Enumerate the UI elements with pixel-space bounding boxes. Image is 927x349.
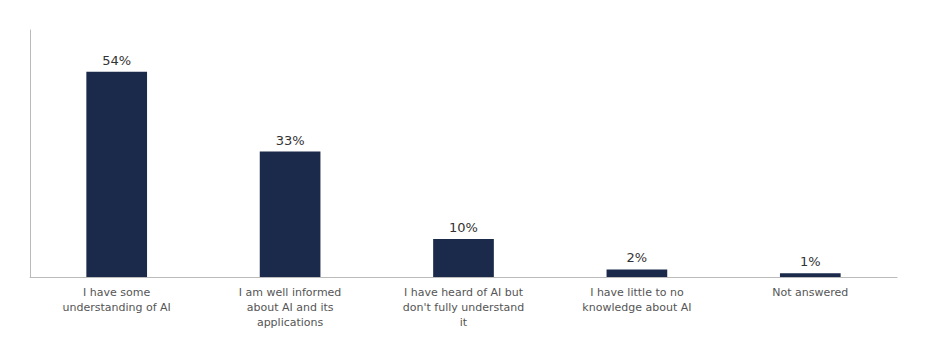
svg-text:2%: 2%: [627, 250, 648, 265]
svg-text:I have some: I have some: [83, 286, 150, 299]
svg-text:I have heard of AI but: I have heard of AI but: [404, 286, 524, 299]
svg-text:applications: applications: [257, 316, 324, 329]
svg-text:understanding of AI: understanding of AI: [63, 301, 171, 314]
svg-text:Not answered: Not answered: [772, 286, 848, 299]
svg-text:it: it: [460, 316, 468, 329]
svg-text:I am well informed: I am well informed: [239, 286, 342, 299]
svg-text:I have little to no: I have little to no: [590, 286, 684, 299]
svg-text:33%: 33%: [276, 133, 305, 148]
svg-text:10%: 10%: [449, 220, 478, 235]
svg-text:about AI and its: about AI and its: [247, 301, 334, 314]
svg-text:1%: 1%: [800, 254, 821, 269]
svg-text:54%: 54%: [102, 53, 131, 68]
svg-text:knowledge about AI: knowledge about AI: [582, 301, 691, 314]
svg-text:don't fully understand: don't fully understand: [403, 301, 524, 314]
